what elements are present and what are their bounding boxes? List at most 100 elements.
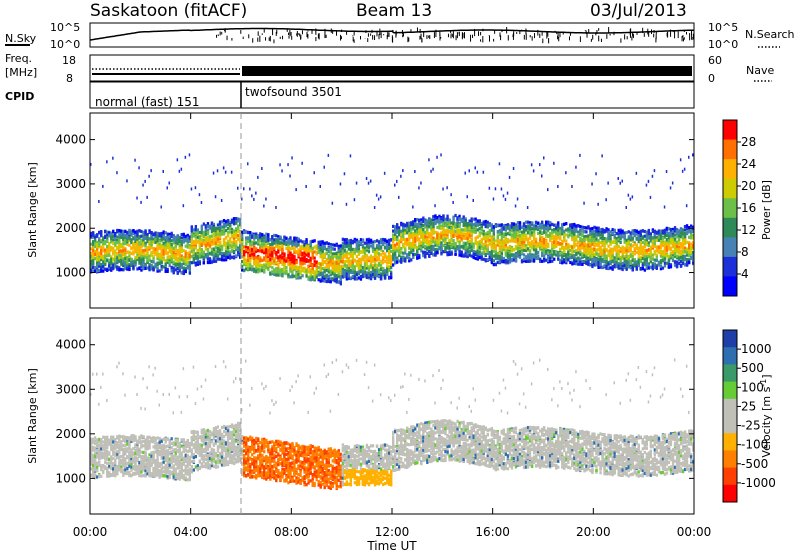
heatmap-cell bbox=[444, 240, 447, 244]
heatmap-cell bbox=[174, 254, 177, 258]
heatmap-cell bbox=[470, 229, 473, 233]
heatmap-cell bbox=[126, 250, 129, 254]
heatmap-cell bbox=[317, 243, 320, 247]
heatmap-cell bbox=[138, 229, 141, 233]
heatmap-cell bbox=[351, 256, 355, 260]
heatmap-cell bbox=[287, 273, 290, 277]
heatmap-cell bbox=[156, 254, 159, 258]
heatmap-cell bbox=[390, 266, 393, 270]
heatmap-cell bbox=[116, 241, 119, 245]
heatmap-cell bbox=[404, 239, 407, 243]
heatmap-cell bbox=[470, 232, 473, 236]
heatmap-cell bbox=[116, 259, 119, 263]
heatmap-cell bbox=[498, 244, 502, 248]
heatmap-cell bbox=[468, 219, 471, 223]
heatmap-cell bbox=[345, 250, 349, 254]
heatmap-cell bbox=[232, 236, 236, 241]
heatmap-cell bbox=[398, 251, 401, 255]
heatmap-cell bbox=[275, 273, 278, 277]
heatmap-cell bbox=[202, 261, 206, 265]
heatmap-cell bbox=[128, 250, 131, 254]
heatmap-cell bbox=[327, 274, 330, 278]
heatmap-cell bbox=[122, 240, 125, 244]
heatmap-cell bbox=[317, 273, 320, 277]
heatmap-cell bbox=[265, 197, 267, 201]
heatmap-cell bbox=[226, 231, 230, 235]
heatmap-cell bbox=[283, 271, 286, 275]
heatmap-cell bbox=[432, 236, 435, 240]
heatmap-cell bbox=[426, 236, 429, 240]
heatmap-cell bbox=[261, 250, 264, 254]
heatmap-cell bbox=[267, 238, 270, 242]
heatmap-cell bbox=[329, 263, 332, 267]
heatmap-cell bbox=[365, 275, 369, 279]
heatmap-cell bbox=[422, 250, 425, 254]
heatmap-cell bbox=[343, 255, 347, 259]
heatmap-cell bbox=[468, 239, 471, 243]
heatmap-cell bbox=[500, 187, 503, 191]
heatmap-cell bbox=[349, 238, 353, 243]
heatmap-cell bbox=[180, 243, 183, 247]
heatmap-cell bbox=[327, 270, 330, 274]
heatmap-cell bbox=[468, 223, 471, 227]
heatmap-cell bbox=[438, 237, 441, 241]
heatmap-cell bbox=[410, 242, 413, 246]
heatmap-cell bbox=[381, 267, 385, 271]
heatmap-cell bbox=[220, 244, 224, 248]
heatmap-cell bbox=[398, 259, 401, 263]
heatmap-cell bbox=[333, 255, 336, 259]
heatmap-cell bbox=[464, 251, 467, 255]
heatmap-cell bbox=[456, 221, 459, 225]
heatmap-cell bbox=[341, 248, 345, 252]
heatmap-cell bbox=[498, 246, 502, 250]
heatmap-cell bbox=[500, 238, 504, 242]
heatmap-cell bbox=[359, 263, 363, 267]
heatmap-cell bbox=[218, 228, 222, 232]
heatmap-cell bbox=[271, 257, 274, 261]
heatmap-cell bbox=[144, 229, 147, 233]
heatmap-cell bbox=[226, 239, 230, 244]
heatmap-cell bbox=[176, 235, 179, 239]
heatmap-cell bbox=[353, 272, 357, 276]
heatmap-cell bbox=[335, 255, 338, 260]
heatmap-cell bbox=[144, 231, 147, 235]
heatmap-cell bbox=[470, 240, 473, 245]
heatmap-cell bbox=[426, 251, 429, 255]
heatmap-cell bbox=[349, 254, 353, 258]
heatmap-cell bbox=[446, 219, 449, 223]
heatmap-cell bbox=[267, 253, 270, 257]
heatmap-cell bbox=[140, 253, 143, 257]
heatmap-cell bbox=[430, 233, 433, 237]
heatmap-cell bbox=[347, 263, 351, 268]
heatmap-cell bbox=[243, 187, 245, 191]
heatmap-cell bbox=[170, 254, 173, 258]
heatmap-cell bbox=[116, 239, 119, 243]
heatmap-cell bbox=[118, 253, 121, 257]
heatmap-cell bbox=[492, 249, 496, 253]
heatmap-cell bbox=[257, 175, 259, 179]
heatmap-cell bbox=[142, 239, 145, 243]
heatmap-cell bbox=[349, 154, 352, 158]
heatmap-cell bbox=[470, 218, 473, 223]
heatmap-cell bbox=[96, 245, 99, 249]
heatmap-cell bbox=[297, 276, 300, 280]
heatmap-cell bbox=[235, 235, 238, 239]
heatmap-cell bbox=[488, 231, 491, 235]
heatmap-cell bbox=[406, 228, 409, 232]
heatmap-cell bbox=[434, 241, 437, 245]
heatmap-cell bbox=[160, 250, 163, 254]
heatmap-cell bbox=[239, 248, 242, 252]
heatmap-cell bbox=[404, 229, 407, 233]
heatmap-cell bbox=[289, 246, 292, 250]
heatmap-cell bbox=[422, 216, 425, 220]
heatmap-cell bbox=[138, 240, 141, 244]
heatmap-cell bbox=[426, 221, 429, 225]
heatmap-cell bbox=[110, 245, 113, 250]
heatmap-cell bbox=[406, 240, 409, 244]
heatmap-cell bbox=[496, 241, 500, 245]
heatmap-cell bbox=[416, 226, 419, 230]
heatmap-cell bbox=[295, 250, 298, 255]
heatmap-cell bbox=[406, 242, 409, 246]
heatmap-cell bbox=[138, 256, 141, 261]
heatmap-cell bbox=[224, 229, 228, 233]
